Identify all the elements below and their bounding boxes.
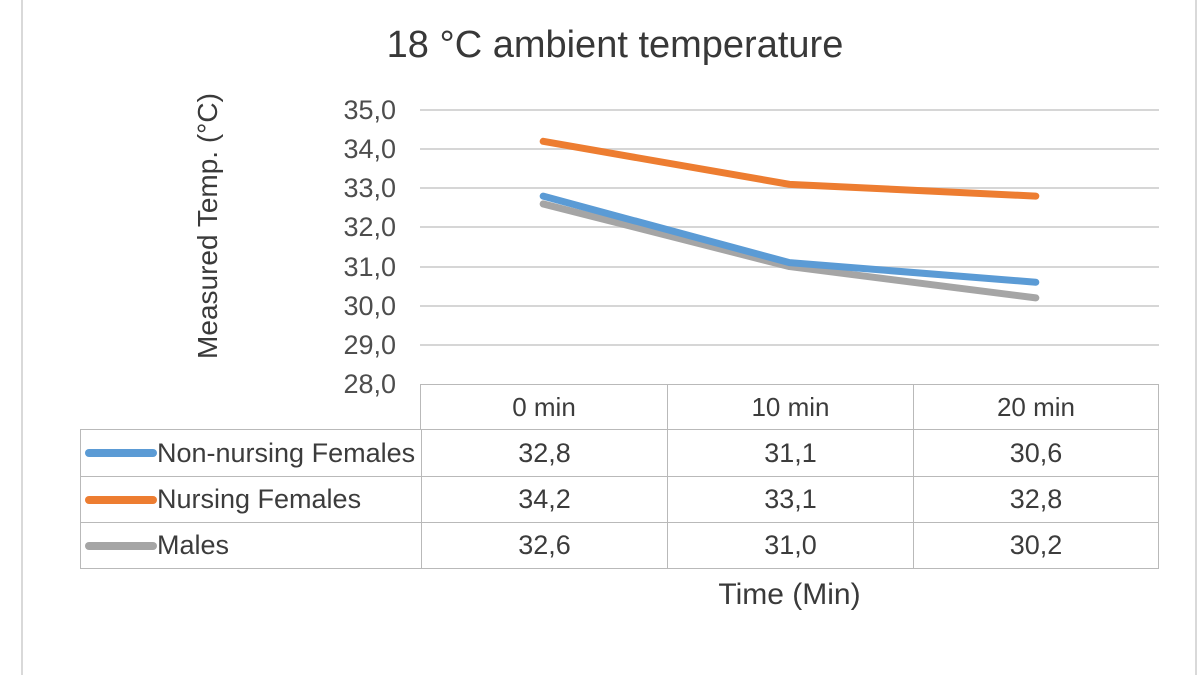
table-header-cell: 20 min <box>913 385 1158 429</box>
table-header-cell: 10 min <box>667 385 913 429</box>
y-tick-label: 33,0 <box>343 173 396 203</box>
table-value-cell: 32,6 <box>421 522 667 568</box>
table-value-cell: 32,8 <box>421 430 667 476</box>
gridline <box>420 344 1159 346</box>
y-tick-label: 28,0 <box>343 369 396 399</box>
series-line-nursing-females <box>539 137 1040 200</box>
series-lines <box>539 137 1040 302</box>
table-value-cell: 30,2 <box>913 522 1158 568</box>
data-table-body: Non-nursing Females 32,8 31,1 30,6 Nursing F… <box>80 429 1159 569</box>
y-tick-label: 31,0 <box>343 252 396 282</box>
legend-cell: Non-nursing Females <box>81 430 421 476</box>
table-value-cell: 32,8 <box>913 476 1158 522</box>
gridline <box>420 305 1159 307</box>
legend-label: Nursing Females <box>157 484 362 514</box>
legend-cell: Males <box>81 522 421 568</box>
page-frame-line-left <box>21 0 23 675</box>
gridline <box>420 226 1159 228</box>
legend-swatch-icon <box>85 495 157 504</box>
legend-swatch-icon <box>85 449 157 457</box>
table-value-cell: 31,0 <box>667 522 913 568</box>
legend-swatch-icon <box>85 541 157 550</box>
chart-title: 18 °C ambient temperature <box>386 24 844 66</box>
table-value-cell: 31,1 <box>667 430 913 476</box>
plot-area <box>420 109 1159 384</box>
table-header-cell: 0 min <box>512 391 576 422</box>
table-value-cell: 30,6 <box>913 430 1158 476</box>
y-tick-label: 35,0 <box>343 95 396 125</box>
table-value-cell: 34,2 <box>421 476 667 522</box>
gridline <box>420 148 1159 150</box>
gridline <box>420 109 1159 111</box>
table-value-cell: 33,1 <box>667 476 913 522</box>
legend-label: Non-nursing Females <box>157 437 416 468</box>
legend-label: Males <box>157 530 230 560</box>
series-line-males <box>539 200 1040 302</box>
page-frame-line-right <box>1195 0 1197 675</box>
y-tick-label: 32,0 <box>343 212 396 242</box>
y-tick-label: 30,0 <box>343 291 396 321</box>
gridline <box>420 187 1159 189</box>
y-tick-label: 29,0 <box>343 330 396 360</box>
x-axis-title: Time (Min) <box>718 578 861 611</box>
data-table-header-row: 0 min 10 min 20 min <box>420 384 1159 429</box>
series-line-non-nursing-females <box>539 192 1040 286</box>
legend-cell: Nursing Females <box>81 476 421 522</box>
y-axis-title: Measured Temp. (°C) <box>192 93 223 359</box>
y-tick-label: 34,0 <box>343 134 396 164</box>
